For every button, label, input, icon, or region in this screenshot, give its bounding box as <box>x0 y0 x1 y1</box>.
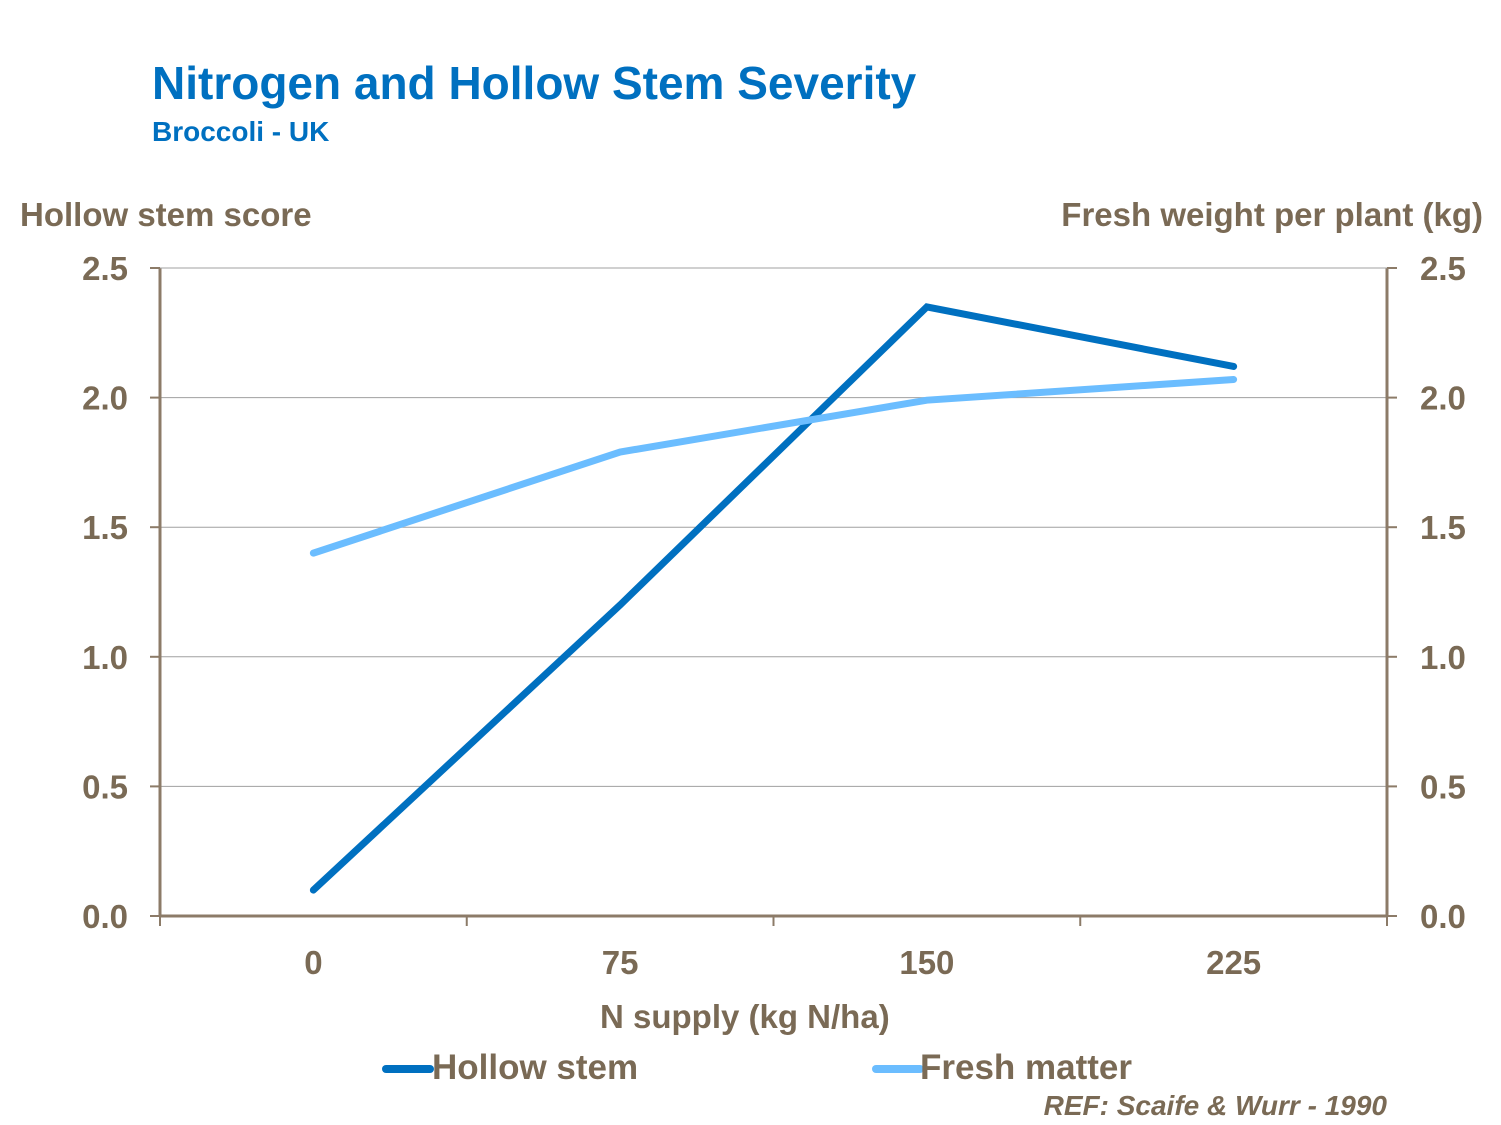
reference-annotation: REF: Scaife & Wurr - 1990 <box>1043 1090 1387 1121</box>
x-tick-label: 225 <box>1206 944 1261 981</box>
y-tick-label: 2.0 <box>82 380 128 417</box>
y2-tick-label: 1.0 <box>1420 639 1466 676</box>
legend-label-fresh-matter: Fresh matter <box>920 1048 1133 1087</box>
x-tick-label: 75 <box>602 944 639 981</box>
y2-tick-label: 2.5 <box>1420 250 1466 287</box>
y-tick-label: 0.0 <box>82 898 128 935</box>
y-tick-label: 2.5 <box>82 250 128 287</box>
chart-title: Nitrogen and Hollow Stem Severity <box>152 57 917 109</box>
y-tick-label: 1.0 <box>82 639 128 676</box>
x-axis-label: N supply (kg N/ha) <box>600 998 890 1035</box>
y-axis-label: Hollow stem score <box>20 196 312 233</box>
series-line-fresh-matter <box>309 375 1238 557</box>
y2-tick-label: 1.5 <box>1420 509 1466 546</box>
x-tick-label: 150 <box>899 944 954 981</box>
y-tick-label: 0.5 <box>82 768 128 805</box>
legend-label-hollow-stem: Hollow stem <box>432 1048 639 1087</box>
y2-tick-label: 0.0 <box>1420 898 1466 935</box>
y-tick-label: 1.5 <box>82 509 128 546</box>
y2-axis-label: Fresh weight per plant (kg) <box>1061 196 1483 233</box>
y2-tick-label: 2.0 <box>1420 380 1466 417</box>
chart-subtitle: Broccoli - UK <box>152 116 330 147</box>
x-tick-label: 0 <box>304 944 322 981</box>
series-line-hollow-stem <box>309 303 1238 894</box>
y2-tick-label: 0.5 <box>1420 768 1466 805</box>
